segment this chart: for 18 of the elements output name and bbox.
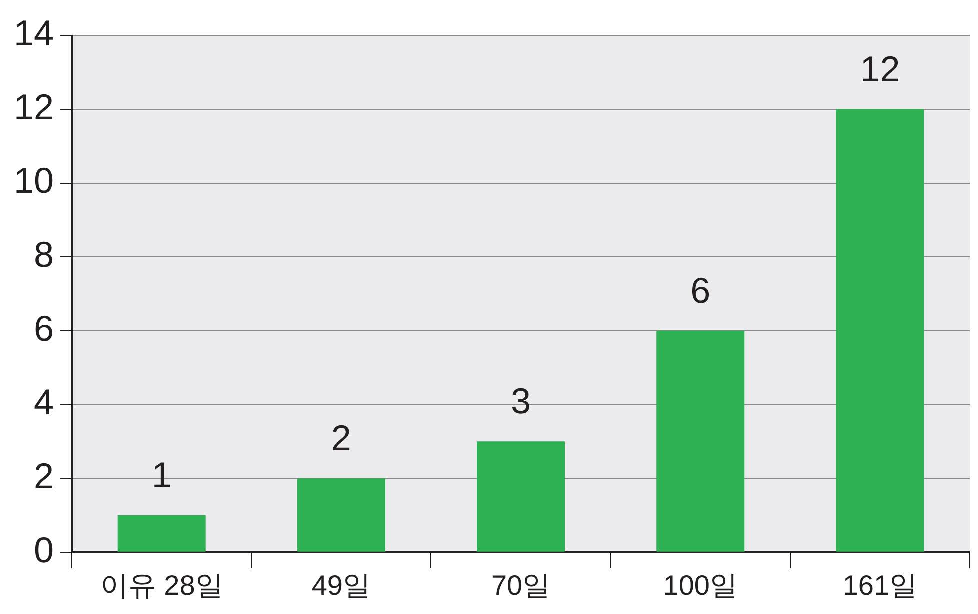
y-tick-label: 0 [34,529,54,570]
y-tick-label: 2 [34,455,54,496]
data-label: 6 [690,270,711,311]
data-label: 2 [331,417,352,458]
data-label: 1 [152,454,172,496]
y-tick-label: 10 [14,160,54,202]
y-tick-label: 14 [14,12,54,54]
data-label: 12 [860,48,900,90]
y-tick-label: 12 [14,86,54,128]
y-tick-label: 6 [34,308,54,349]
x-tick-label: 이유 28일 [100,570,224,601]
x-tick-label: 70일 [491,570,551,601]
x-tick-label: 100일 [663,570,738,601]
x-tick-label: 49일 [312,570,372,601]
y-tick-label: 8 [34,234,54,276]
y-tick-label: 4 [34,382,54,423]
x-tick-label: 161일 [842,570,918,601]
data-label: 3 [511,380,532,422]
